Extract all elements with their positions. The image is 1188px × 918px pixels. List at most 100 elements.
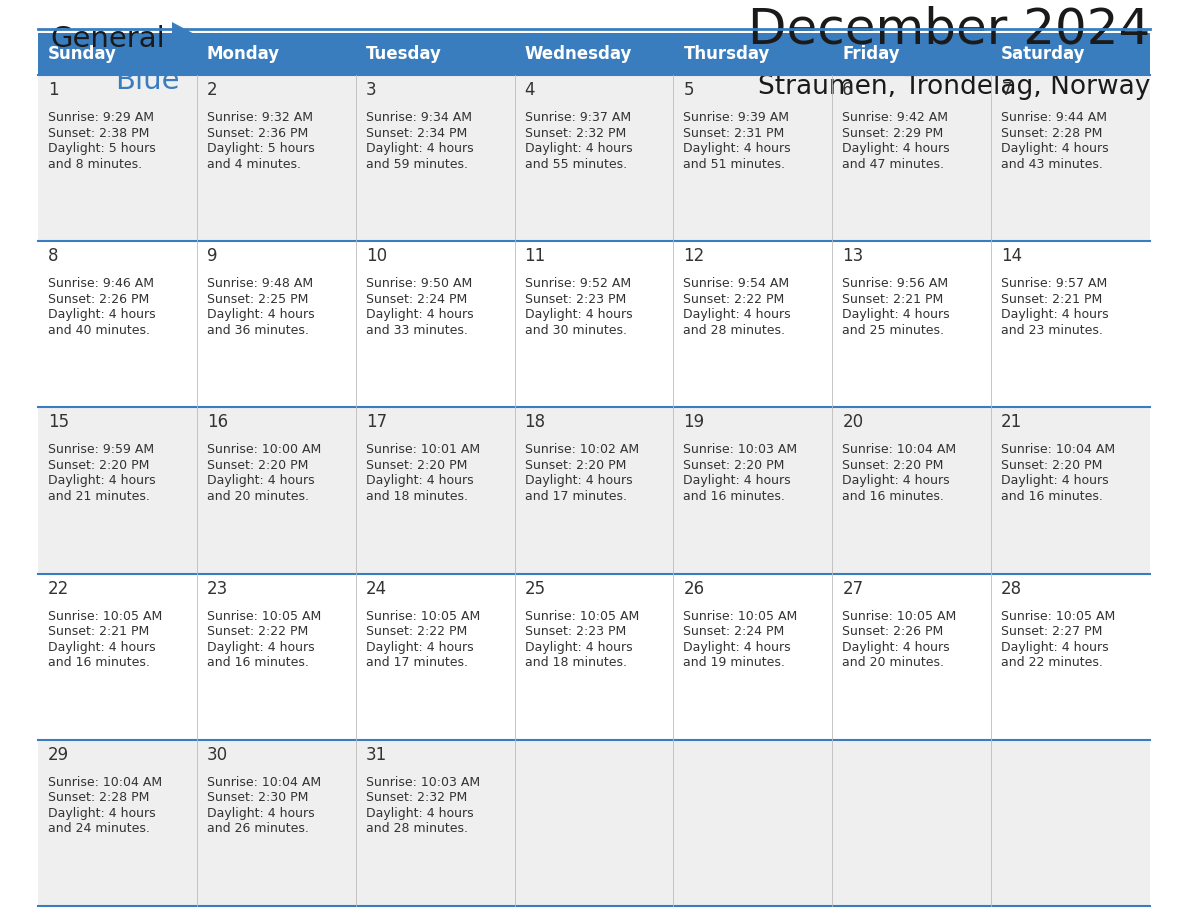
Text: Daylight: 5 hours: Daylight: 5 hours xyxy=(207,142,315,155)
Text: December 2024: December 2024 xyxy=(747,5,1150,53)
Text: Daylight: 5 hours: Daylight: 5 hours xyxy=(48,142,156,155)
Text: Sunrise: 10:02 AM: Sunrise: 10:02 AM xyxy=(525,443,639,456)
Text: Daylight: 4 hours: Daylight: 4 hours xyxy=(1001,475,1108,487)
Text: 9: 9 xyxy=(207,247,217,265)
Text: Sunrise: 9:44 AM: Sunrise: 9:44 AM xyxy=(1001,111,1107,124)
Text: 13: 13 xyxy=(842,247,864,265)
Bar xyxy=(355,408,514,574)
Text: Daylight: 4 hours: Daylight: 4 hours xyxy=(525,308,632,321)
Text: Sunset: 2:20 PM: Sunset: 2:20 PM xyxy=(366,459,467,472)
Text: Daylight: 4 hours: Daylight: 4 hours xyxy=(525,641,632,654)
FancyBboxPatch shape xyxy=(514,33,674,75)
Text: Sunset: 2:23 PM: Sunset: 2:23 PM xyxy=(525,625,626,638)
Text: Sunset: 2:20 PM: Sunset: 2:20 PM xyxy=(1001,459,1102,472)
Bar xyxy=(197,574,355,740)
Text: Sunrise: 10:00 AM: Sunrise: 10:00 AM xyxy=(207,443,321,456)
Text: Sunrise: 9:54 AM: Sunrise: 9:54 AM xyxy=(683,277,790,290)
Text: Daylight: 4 hours: Daylight: 4 hours xyxy=(683,475,791,487)
Text: 11: 11 xyxy=(525,247,545,265)
Text: Daylight: 4 hours: Daylight: 4 hours xyxy=(1001,308,1108,321)
Text: Sunrise: 10:05 AM: Sunrise: 10:05 AM xyxy=(842,610,956,622)
Text: and 19 minutes.: and 19 minutes. xyxy=(683,656,785,669)
Text: Daylight: 4 hours: Daylight: 4 hours xyxy=(683,641,791,654)
Bar xyxy=(38,75,197,241)
Text: and 20 minutes.: and 20 minutes. xyxy=(842,656,944,669)
Bar xyxy=(197,740,355,906)
Text: Sunset: 2:32 PM: Sunset: 2:32 PM xyxy=(366,791,467,804)
Text: 3: 3 xyxy=(366,81,377,99)
Text: and 17 minutes.: and 17 minutes. xyxy=(366,656,468,669)
Text: Daylight: 4 hours: Daylight: 4 hours xyxy=(48,641,156,654)
Text: 5: 5 xyxy=(683,81,694,99)
Text: Daylight: 4 hours: Daylight: 4 hours xyxy=(207,308,315,321)
Text: Daylight: 4 hours: Daylight: 4 hours xyxy=(366,807,473,820)
Text: and 22 minutes.: and 22 minutes. xyxy=(1001,656,1102,669)
Polygon shape xyxy=(172,22,200,53)
Text: Thursday: Thursday xyxy=(683,45,770,63)
Bar xyxy=(991,408,1150,574)
Text: 22: 22 xyxy=(48,579,69,598)
Text: Sunrise: 10:05 AM: Sunrise: 10:05 AM xyxy=(207,610,321,622)
Text: and 4 minutes.: and 4 minutes. xyxy=(207,158,301,171)
Text: and 30 minutes.: and 30 minutes. xyxy=(525,324,626,337)
Text: Sunset: 2:26 PM: Sunset: 2:26 PM xyxy=(48,293,150,306)
Text: 29: 29 xyxy=(48,745,69,764)
Text: Sunrise: 9:46 AM: Sunrise: 9:46 AM xyxy=(48,277,154,290)
Text: 12: 12 xyxy=(683,247,704,265)
Bar xyxy=(514,241,674,408)
Text: and 16 minutes.: and 16 minutes. xyxy=(1001,490,1102,503)
Text: Sunrise: 10:05 AM: Sunrise: 10:05 AM xyxy=(525,610,639,622)
FancyBboxPatch shape xyxy=(355,33,514,75)
Text: Sunset: 2:22 PM: Sunset: 2:22 PM xyxy=(366,625,467,638)
Text: Sunrise: 10:04 AM: Sunrise: 10:04 AM xyxy=(207,776,321,789)
Bar xyxy=(991,574,1150,740)
Bar xyxy=(674,574,833,740)
Text: Wednesday: Wednesday xyxy=(525,45,632,63)
Text: 21: 21 xyxy=(1001,413,1023,431)
Text: Sunrise: 10:05 AM: Sunrise: 10:05 AM xyxy=(48,610,163,622)
Text: Daylight: 4 hours: Daylight: 4 hours xyxy=(842,641,950,654)
Text: Sunrise: 10:03 AM: Sunrise: 10:03 AM xyxy=(683,443,797,456)
Text: Daylight: 4 hours: Daylight: 4 hours xyxy=(366,142,473,155)
Text: Sunset: 2:38 PM: Sunset: 2:38 PM xyxy=(48,127,150,140)
Text: Sunrise: 9:52 AM: Sunrise: 9:52 AM xyxy=(525,277,631,290)
Bar xyxy=(991,740,1150,906)
Text: 8: 8 xyxy=(48,247,58,265)
Bar xyxy=(355,75,514,241)
Bar xyxy=(833,740,991,906)
Text: Sunrise: 9:39 AM: Sunrise: 9:39 AM xyxy=(683,111,790,124)
Bar xyxy=(355,740,514,906)
Text: Sunset: 2:21 PM: Sunset: 2:21 PM xyxy=(842,293,943,306)
Bar xyxy=(833,408,991,574)
Bar xyxy=(833,241,991,408)
Text: Daylight: 4 hours: Daylight: 4 hours xyxy=(1001,641,1108,654)
Bar xyxy=(197,408,355,574)
Text: Daylight: 4 hours: Daylight: 4 hours xyxy=(525,142,632,155)
Text: 31: 31 xyxy=(366,745,387,764)
Text: Daylight: 4 hours: Daylight: 4 hours xyxy=(366,308,473,321)
Text: and 23 minutes.: and 23 minutes. xyxy=(1001,324,1102,337)
Text: Daylight: 4 hours: Daylight: 4 hours xyxy=(207,475,315,487)
Text: and 16 minutes.: and 16 minutes. xyxy=(207,656,309,669)
Text: Daylight: 4 hours: Daylight: 4 hours xyxy=(842,308,950,321)
Text: Friday: Friday xyxy=(842,45,901,63)
Text: and 36 minutes.: and 36 minutes. xyxy=(207,324,309,337)
FancyBboxPatch shape xyxy=(833,33,991,75)
Text: Sunset: 2:29 PM: Sunset: 2:29 PM xyxy=(842,127,943,140)
Text: and 17 minutes.: and 17 minutes. xyxy=(525,490,626,503)
Text: and 18 minutes.: and 18 minutes. xyxy=(525,656,626,669)
Text: and 18 minutes.: and 18 minutes. xyxy=(366,490,468,503)
Bar xyxy=(674,241,833,408)
Bar xyxy=(197,75,355,241)
Text: 17: 17 xyxy=(366,413,387,431)
Text: Sunset: 2:27 PM: Sunset: 2:27 PM xyxy=(1001,625,1102,638)
Text: Sunset: 2:24 PM: Sunset: 2:24 PM xyxy=(683,625,785,638)
Text: Sunrise: 10:05 AM: Sunrise: 10:05 AM xyxy=(683,610,797,622)
FancyBboxPatch shape xyxy=(991,33,1150,75)
Text: 25: 25 xyxy=(525,579,545,598)
Text: 19: 19 xyxy=(683,413,704,431)
Text: 10: 10 xyxy=(366,247,387,265)
Bar xyxy=(514,574,674,740)
Text: Sunset: 2:22 PM: Sunset: 2:22 PM xyxy=(207,625,308,638)
Text: Sunset: 2:20 PM: Sunset: 2:20 PM xyxy=(842,459,943,472)
